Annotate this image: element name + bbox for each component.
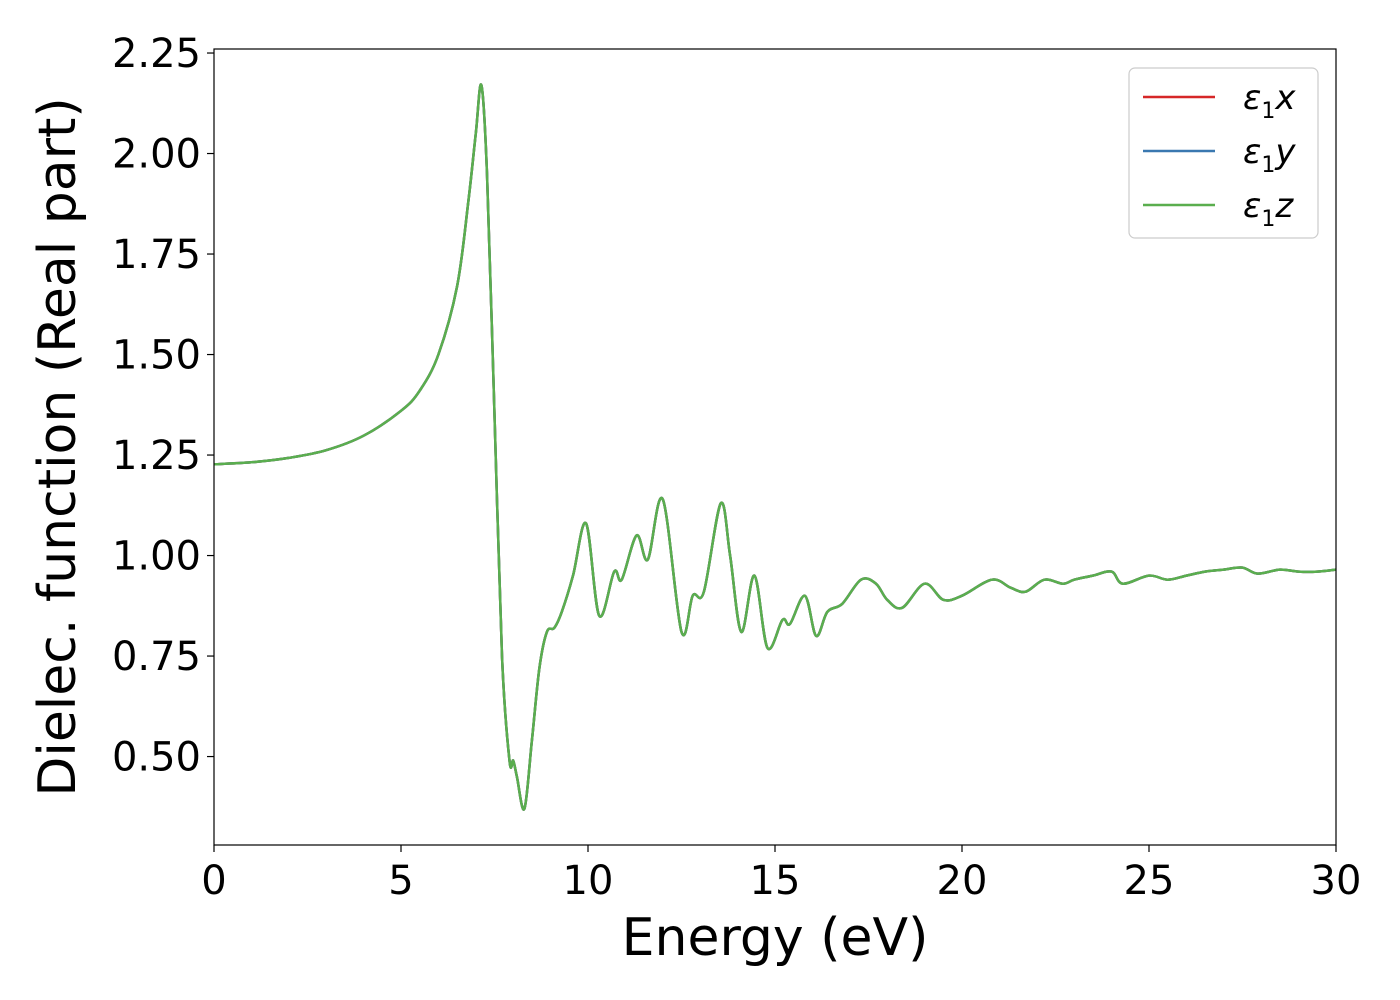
x-axis-ticks: 0 5 10 15 20 25 30 (201, 845, 1361, 904)
series-line-z (214, 83, 1336, 811)
x-tick-label: 10 (563, 858, 614, 904)
y-tick-label: 1.75 (112, 232, 201, 278)
x-tick-label: 5 (388, 858, 413, 904)
legend-label-y: ε1y (1243, 132, 1296, 178)
legend-box (1128, 67, 1319, 239)
x-tick-label: 30 (1311, 858, 1362, 904)
y-tick-label: 2.25 (112, 31, 201, 77)
y-tick-label: 1.50 (112, 333, 201, 379)
y-tick-label: 1.25 (112, 433, 201, 479)
y-tick-label: 2.00 (112, 132, 201, 178)
x-axis-label: Energy (eV) (622, 908, 929, 968)
y-tick-label: 0.75 (112, 634, 201, 680)
x-tick-label: 15 (750, 858, 801, 904)
legend-label-z: ε1z (1243, 186, 1294, 232)
x-tick-label: 0 (201, 858, 226, 904)
x-tick-label: 25 (1124, 858, 1175, 904)
y-axis-ticks: 0.50 0.75 1.00 1.25 1.50 1.75 2.00 2.25 (112, 31, 214, 781)
legend: ε1x ε1y ε1z (1128, 67, 1319, 239)
legend-label-x: ε1x (1243, 78, 1296, 124)
series-layer (214, 83, 1336, 811)
x-tick-label: 20 (937, 858, 988, 904)
y-tick-label: 0.50 (112, 735, 201, 781)
y-axis-label: Dielec. function (Real part) (28, 97, 88, 796)
y-tick-label: 1.00 (112, 534, 201, 580)
